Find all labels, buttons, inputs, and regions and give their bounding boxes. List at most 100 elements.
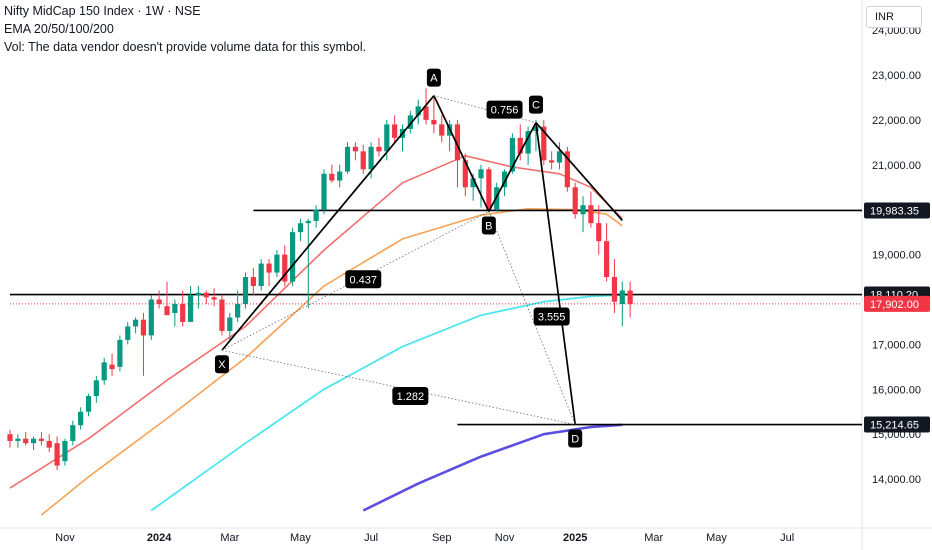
pattern-point-a[interactable]: A bbox=[426, 68, 441, 87]
candle bbox=[588, 205, 594, 224]
time-tick-label: 2025 bbox=[563, 532, 587, 544]
pattern-leg bbox=[535, 122, 577, 425]
price-tick-label: 16,000.00 bbox=[872, 384, 921, 396]
price-tag-box bbox=[864, 416, 930, 433]
candle bbox=[164, 306, 170, 316]
ratio-label[interactable]: 3.555 bbox=[533, 307, 570, 326]
candle bbox=[101, 362, 107, 381]
time-tick-label: Mar bbox=[644, 532, 663, 544]
pattern-point-marker bbox=[214, 355, 229, 374]
pattern-point-label: D bbox=[571, 434, 579, 446]
candle bbox=[30, 438, 37, 444]
harmonic-pattern[interactable]: X A B C D 0.756 0.437 3.555 1.282 bbox=[214, 68, 623, 448]
price-tag-box bbox=[864, 202, 930, 219]
candle bbox=[368, 146, 374, 170]
price-tag-label: 17,902.00 bbox=[870, 299, 919, 311]
candle bbox=[62, 440, 68, 462]
candle bbox=[509, 137, 515, 172]
time-tick-label: Jul bbox=[780, 532, 794, 544]
candle bbox=[290, 232, 296, 282]
candle bbox=[211, 297, 217, 300]
ratio-label-box bbox=[392, 387, 429, 406]
pattern-point-label: B bbox=[485, 220, 492, 232]
candle bbox=[549, 160, 555, 163]
pattern-point-x[interactable]: X bbox=[214, 355, 229, 374]
pattern-point-b[interactable]: B bbox=[481, 216, 496, 235]
candle bbox=[78, 411, 84, 426]
pattern-leg bbox=[433, 95, 490, 212]
candlestick-series bbox=[7, 88, 633, 471]
time-tick-label: Jul bbox=[364, 532, 378, 544]
candle bbox=[611, 277, 618, 302]
candle bbox=[219, 299, 225, 331]
candle bbox=[313, 209, 319, 221]
candle bbox=[305, 220, 311, 224]
price-tick-label: 19,000.00 bbox=[872, 250, 921, 262]
candle bbox=[266, 263, 272, 273]
candle bbox=[235, 303, 241, 318]
pattern-point-d[interactable]: D bbox=[568, 429, 583, 448]
pattern-point-label: X bbox=[218, 359, 226, 371]
candle bbox=[329, 173, 335, 181]
candle bbox=[470, 178, 476, 188]
time-tick-label: 2024 bbox=[147, 532, 172, 544]
candle bbox=[478, 169, 484, 179]
ratio-label[interactable]: 0.756 bbox=[486, 100, 523, 119]
ratio-label[interactable]: 1.282 bbox=[392, 387, 429, 406]
candle bbox=[203, 292, 209, 298]
candle bbox=[423, 106, 429, 120]
price-tick-label: 23,000.00 bbox=[872, 70, 921, 82]
candle bbox=[407, 115, 413, 129]
candle bbox=[156, 299, 162, 304]
candle bbox=[242, 277, 249, 304]
time-axis[interactable]: Nov 2024 Mar May Jul Sep Nov 2025 Mar May Jul bbox=[55, 532, 794, 544]
candle bbox=[125, 326, 131, 340]
time-tick-label: Nov bbox=[55, 532, 75, 544]
ratio-label-box bbox=[345, 270, 382, 289]
candle bbox=[195, 292, 201, 296]
ratio-label[interactable]: 0.437 bbox=[345, 270, 382, 289]
candle bbox=[38, 438, 44, 441]
price-level-lines bbox=[10, 209, 862, 426]
candle bbox=[250, 277, 256, 287]
time-tick-label: May bbox=[706, 532, 727, 544]
pattern-leg bbox=[488, 122, 537, 212]
trendline bbox=[535, 122, 623, 222]
candle bbox=[23, 438, 29, 444]
candle bbox=[486, 169, 492, 210]
pattern-leg bbox=[221, 95, 435, 351]
pattern-ratio-line bbox=[221, 211, 490, 351]
candle bbox=[376, 146, 382, 152]
candle bbox=[619, 290, 625, 304]
candle bbox=[140, 319, 147, 336]
candle bbox=[344, 146, 351, 172]
candle bbox=[439, 124, 445, 136]
candle bbox=[187, 295, 194, 322]
candle bbox=[337, 171, 343, 181]
ratio-label-box bbox=[533, 307, 570, 326]
ema-line-ema-20 bbox=[9, 155, 623, 489]
candle bbox=[274, 254, 280, 273]
price-tick-label: 14,000.00 bbox=[872, 474, 921, 486]
time-tick-label: Mar bbox=[220, 532, 239, 544]
price-tick-label: 24,000.00 bbox=[872, 25, 921, 37]
candle bbox=[501, 171, 508, 188]
pattern-point-label: C bbox=[532, 100, 540, 112]
candle bbox=[133, 319, 139, 327]
ratio-label-text: 0.756 bbox=[491, 105, 519, 117]
candle bbox=[117, 339, 123, 367]
indicator-legend[interactable]: EMA 20/50/100/200 bbox=[4, 22, 114, 36]
candle bbox=[7, 434, 13, 441]
pattern-point-c[interactable]: C bbox=[528, 95, 543, 114]
pattern-point-marker bbox=[426, 68, 441, 87]
candle bbox=[70, 425, 76, 441]
candle bbox=[596, 223, 602, 242]
pattern-point-marker bbox=[481, 216, 496, 235]
price-tick-label: 22,000.00 bbox=[872, 115, 921, 127]
currency-selector[interactable]: INR bbox=[866, 6, 922, 28]
price-tick-label: 21,000.00 bbox=[872, 160, 921, 172]
candle bbox=[627, 290, 633, 304]
